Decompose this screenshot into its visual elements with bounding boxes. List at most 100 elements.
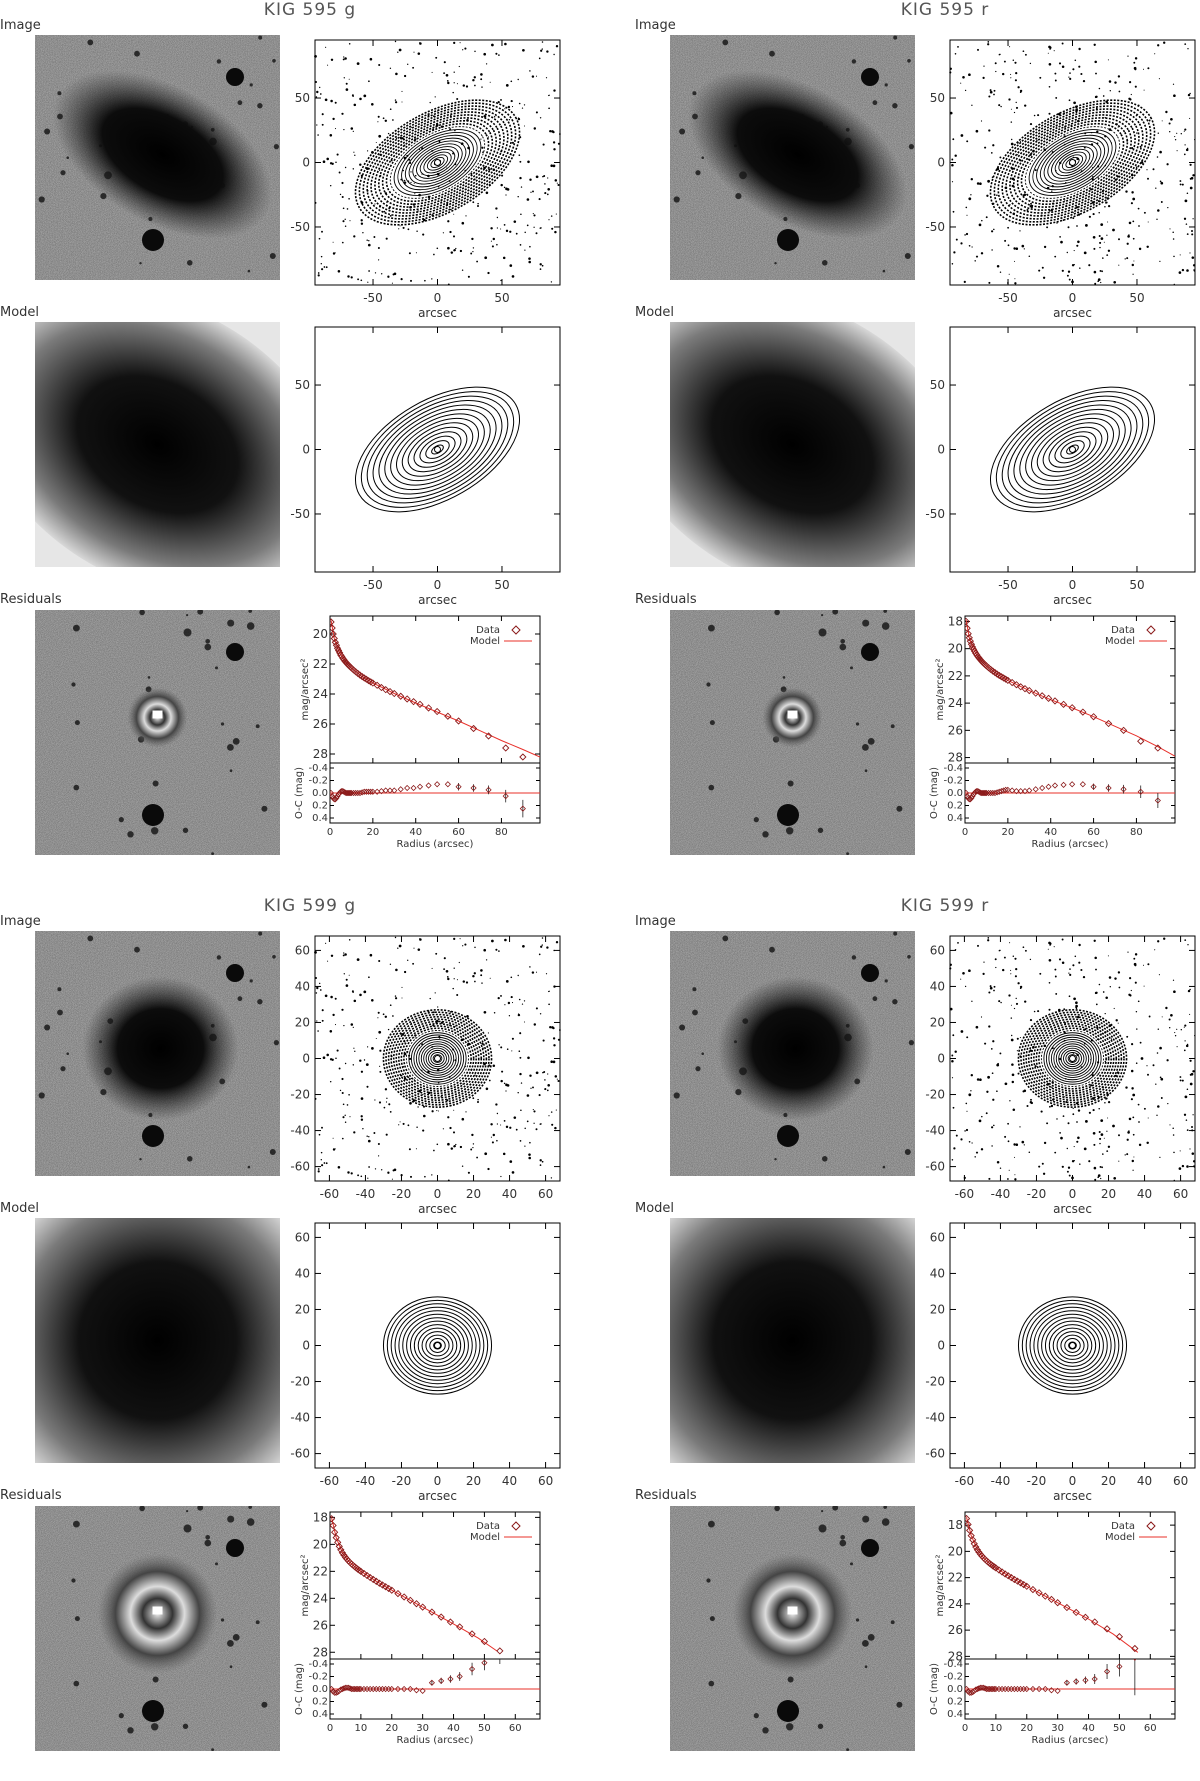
noise-speck [351,94,354,97]
source-dot [151,1723,159,1731]
noise-speck [971,246,973,248]
noise-speck [550,164,553,167]
noise-speck [1185,1044,1189,1048]
noise-speck [495,207,498,210]
noise-speck [1178,1167,1182,1170]
noise-speck [414,174,417,177]
noise-speck [1160,1097,1163,1099]
bright-source [861,1539,879,1557]
residual-point [369,788,376,795]
noise-speck [1029,123,1033,126]
noise-speck [409,279,413,282]
noise-speck [1010,73,1012,75]
noise-speck [467,275,470,278]
noise-speck [1142,68,1145,70]
x-tick-label: 0 [327,827,333,838]
data-point [965,1514,971,1523]
noise-speck [520,186,523,188]
noise-speck [550,1177,553,1179]
noise-speck [1146,1065,1148,1067]
noise-speck [383,1106,386,1109]
noise-speck [1157,132,1160,134]
noise-speck [533,1122,535,1124]
residual-point [502,793,509,800]
noise-speck [507,105,511,109]
noise-speck [547,1073,549,1075]
source-dot [182,1723,189,1729]
noise-speck [1021,1140,1025,1144]
noise-speck [988,281,991,284]
source-dot [893,931,898,936]
noise-speck [1060,240,1063,244]
data-point [1025,686,1033,695]
noise-speck [987,41,990,43]
noise-speck [357,278,360,281]
noise-speck [981,1115,983,1118]
noise-speck [1047,52,1049,54]
noise-speck [329,1058,333,1061]
x-tick-label: 40 [1137,1474,1152,1488]
source-dot [840,639,845,644]
residual-point [1090,783,1097,790]
noise-speck [974,260,976,262]
panel-title: KIG 595 r [900,0,990,20]
contour-ellipse [386,1299,489,1392]
contour-ellipse [997,105,1148,220]
noise-speck [397,947,399,949]
source-dot [692,1009,698,1016]
noise-speck [450,208,452,211]
y-tick-label: 0 [937,156,945,170]
noise-speck [321,1019,324,1022]
noise-speck [341,1008,344,1011]
noise-speck [1012,59,1015,62]
noise-speck [316,986,319,990]
noise-speck [1134,953,1138,956]
noise-speck [964,234,966,236]
profile-plot-area [330,618,540,761]
noise-speck [472,201,475,204]
noise-speck [533,214,536,217]
noise-speck [1009,942,1011,944]
noise-speck [1006,1178,1009,1180]
noise-speck [985,1112,988,1115]
noise-speck [1106,254,1109,256]
residual-point [339,1685,346,1693]
residual-plot-area [965,781,1175,808]
source-dot [839,643,847,651]
noise-speck [481,146,484,149]
y-tick-label: 0 [302,1339,310,1353]
noise-speck [1067,1122,1070,1125]
noise-speck [987,1075,990,1079]
noise-speck [490,1136,492,1138]
noise-speck [510,80,513,83]
source-dot [220,1618,225,1622]
noise-speck [964,1130,966,1132]
noise-speck [503,1082,506,1085]
residual-point [1051,782,1059,789]
noise-speck [1185,1096,1188,1098]
noise-speck [1010,1004,1012,1006]
noise-speck [1013,260,1016,262]
noise-speck [1098,1108,1100,1110]
contour-ellipse [382,1009,493,1108]
noise-speck [365,167,369,170]
noise-speck [1134,68,1137,71]
noise-speck [465,215,467,217]
noise-speck [1096,1038,1099,1041]
noise-speck [1165,110,1168,114]
noise-speck [557,183,560,187]
data-point [1012,681,1021,689]
contour-ellipse [1013,404,1132,495]
noise-speck [1125,1086,1128,1089]
contour-ellipse [403,1027,472,1090]
noise-speck [513,220,517,223]
noise-speck [491,1141,494,1144]
contour-ellipse [1027,1018,1118,1099]
noise-speck [1193,269,1195,271]
noise-speck [1036,1035,1038,1038]
noise-speck [949,67,952,70]
noise-speck [315,96,318,98]
noise-speck [342,58,345,61]
noise-speck [1140,161,1144,164]
